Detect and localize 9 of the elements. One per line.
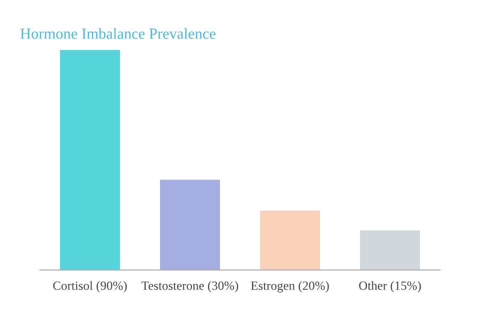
- bar: [260, 210, 320, 270]
- bar: [360, 230, 420, 270]
- x-tick-label: Estrogen (20%): [250, 281, 329, 292]
- bar: [60, 50, 120, 270]
- bar: [160, 180, 220, 270]
- x-tick-label: Other (15%): [359, 281, 421, 292]
- x-tick-label: Cortisol (90%): [53, 281, 127, 292]
- x-tick-label: Testosterone (30%): [142, 281, 238, 292]
- chart-title: Hormone Imbalance Prevalence: [20, 28, 216, 39]
